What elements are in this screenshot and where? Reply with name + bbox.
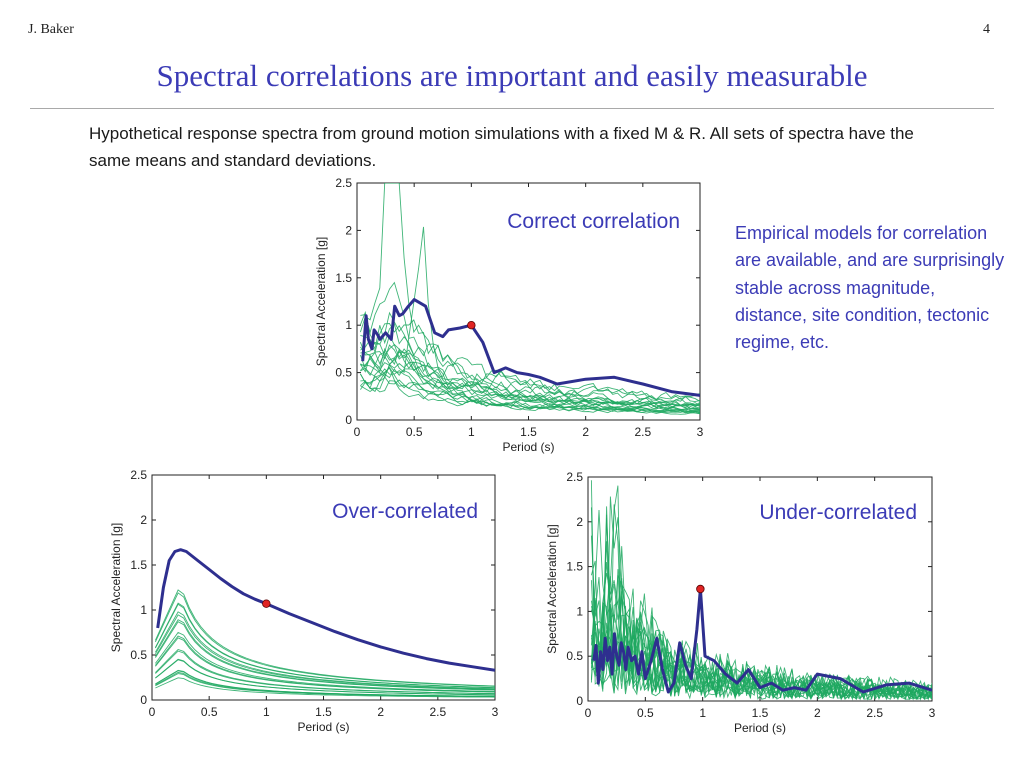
simulated-spectrum-line xyxy=(155,631,495,692)
y-tick-label: 1.5 xyxy=(335,271,352,285)
x-tick-label: 1 xyxy=(699,706,706,720)
simulated-spectrum-line xyxy=(359,310,700,402)
simulated-spectrum-line xyxy=(155,648,495,695)
y-tick-label: 2 xyxy=(345,223,352,237)
simulated-spectrum-line xyxy=(155,637,495,693)
y-tick-label: 2 xyxy=(576,515,583,529)
simulated-spectrum-line xyxy=(155,673,495,698)
y-axis-label: Spectral Acceleration [g] xyxy=(314,237,328,366)
x-tick-label: 0 xyxy=(585,706,592,720)
intro-text: Hypothetical response spectra from groun… xyxy=(89,124,914,170)
simulated-spectrum-line xyxy=(360,366,700,413)
x-tick-label: 3 xyxy=(929,706,936,720)
trace-group xyxy=(590,480,932,701)
x-axis-label: Period (s) xyxy=(502,440,554,454)
author-name: J. Baker xyxy=(28,22,74,37)
y-tick-label: 0.5 xyxy=(335,366,352,380)
y-tick-label: 0.5 xyxy=(130,648,147,662)
highlighted-spectrum-line xyxy=(361,298,700,397)
x-tick-label: 0.5 xyxy=(637,706,654,720)
simulated-spectrum-line xyxy=(155,614,495,690)
chart-title: Over-correlated xyxy=(332,500,478,523)
side-note: Empirical models for correlation are ava… xyxy=(735,223,1005,353)
simulated-spectrum-line xyxy=(359,351,700,411)
y-tick-label: 1 xyxy=(140,603,147,617)
slide-title: Spectral correlations are important and … xyxy=(156,58,868,93)
simulated-spectrum-line xyxy=(360,375,700,415)
x-tick-label: 2.5 xyxy=(866,706,883,720)
x-tick-label: 2 xyxy=(377,705,384,719)
simulated-spectrum-line xyxy=(155,619,495,691)
simulated-spectrum-line xyxy=(590,518,932,700)
x-tick-label: 1.5 xyxy=(752,706,769,720)
page-number: 4 xyxy=(983,22,990,37)
x-tick-label: 3 xyxy=(697,425,704,439)
trace-group xyxy=(359,183,700,415)
y-tick-label: 0 xyxy=(140,693,147,707)
chart-title: Correct correlation xyxy=(507,210,680,233)
y-tick-label: 1.5 xyxy=(566,560,583,574)
y-tick-label: 2.5 xyxy=(566,470,583,484)
highlighted-spectrum-line xyxy=(592,587,932,694)
x-tick-label: 1 xyxy=(263,705,270,719)
y-tick-label: 1 xyxy=(345,318,352,332)
y-tick-label: 1.5 xyxy=(130,558,147,572)
x-tick-label: 1.5 xyxy=(520,425,537,439)
period-marker xyxy=(262,599,271,608)
x-tick-label: 0.5 xyxy=(406,425,423,439)
y-tick-label: 2.5 xyxy=(335,176,352,190)
y-tick-label: 0 xyxy=(345,413,352,427)
simulated-spectrum-line xyxy=(154,602,495,689)
simulated-spectrum-line xyxy=(360,362,700,412)
y-axis-label: Spectral Acceleration [g] xyxy=(545,524,559,653)
simulated-spectrum-line xyxy=(360,347,700,409)
x-axis-label: Period (s) xyxy=(734,721,786,735)
y-tick-label: 2 xyxy=(140,513,147,527)
x-tick-label: 2 xyxy=(814,706,821,720)
simulated-spectrum-line xyxy=(360,281,700,403)
x-tick-label: 0 xyxy=(149,705,156,719)
title-divider xyxy=(30,108,994,109)
simulated-spectrum-line xyxy=(360,357,700,412)
chart-title: Under-correlated xyxy=(759,501,917,524)
x-tick-label: 2.5 xyxy=(634,425,651,439)
x-tick-label: 2 xyxy=(582,425,589,439)
period-marker xyxy=(696,584,705,594)
simulated-spectrum-line xyxy=(155,611,495,690)
y-tick-label: 0.5 xyxy=(566,649,583,663)
trace-group xyxy=(154,548,495,698)
y-tick-label: 1 xyxy=(576,604,583,618)
y-axis-label: Spectral Acceleration [g] xyxy=(109,523,123,652)
simulated-spectrum-line xyxy=(360,333,700,409)
x-tick-label: 3 xyxy=(492,705,499,719)
x-axis-label: Period (s) xyxy=(297,720,349,734)
simulated-spectrum-line xyxy=(155,677,495,698)
x-tick-label: 0 xyxy=(354,425,361,439)
simulated-spectrum-line xyxy=(154,589,495,687)
x-tick-label: 1.5 xyxy=(315,705,332,719)
simulated-spectrum-line xyxy=(360,323,700,406)
period-marker xyxy=(467,321,476,330)
x-tick-label: 0.5 xyxy=(201,705,218,719)
y-tick-label: 0 xyxy=(576,694,583,708)
y-tick-label: 2.5 xyxy=(130,468,147,482)
x-tick-label: 1 xyxy=(468,425,475,439)
simulated-spectrum-line xyxy=(590,496,932,701)
simulated-spectrum-line xyxy=(155,659,495,696)
highlighted-spectrum-line xyxy=(156,548,495,672)
x-tick-label: 2.5 xyxy=(429,705,446,719)
